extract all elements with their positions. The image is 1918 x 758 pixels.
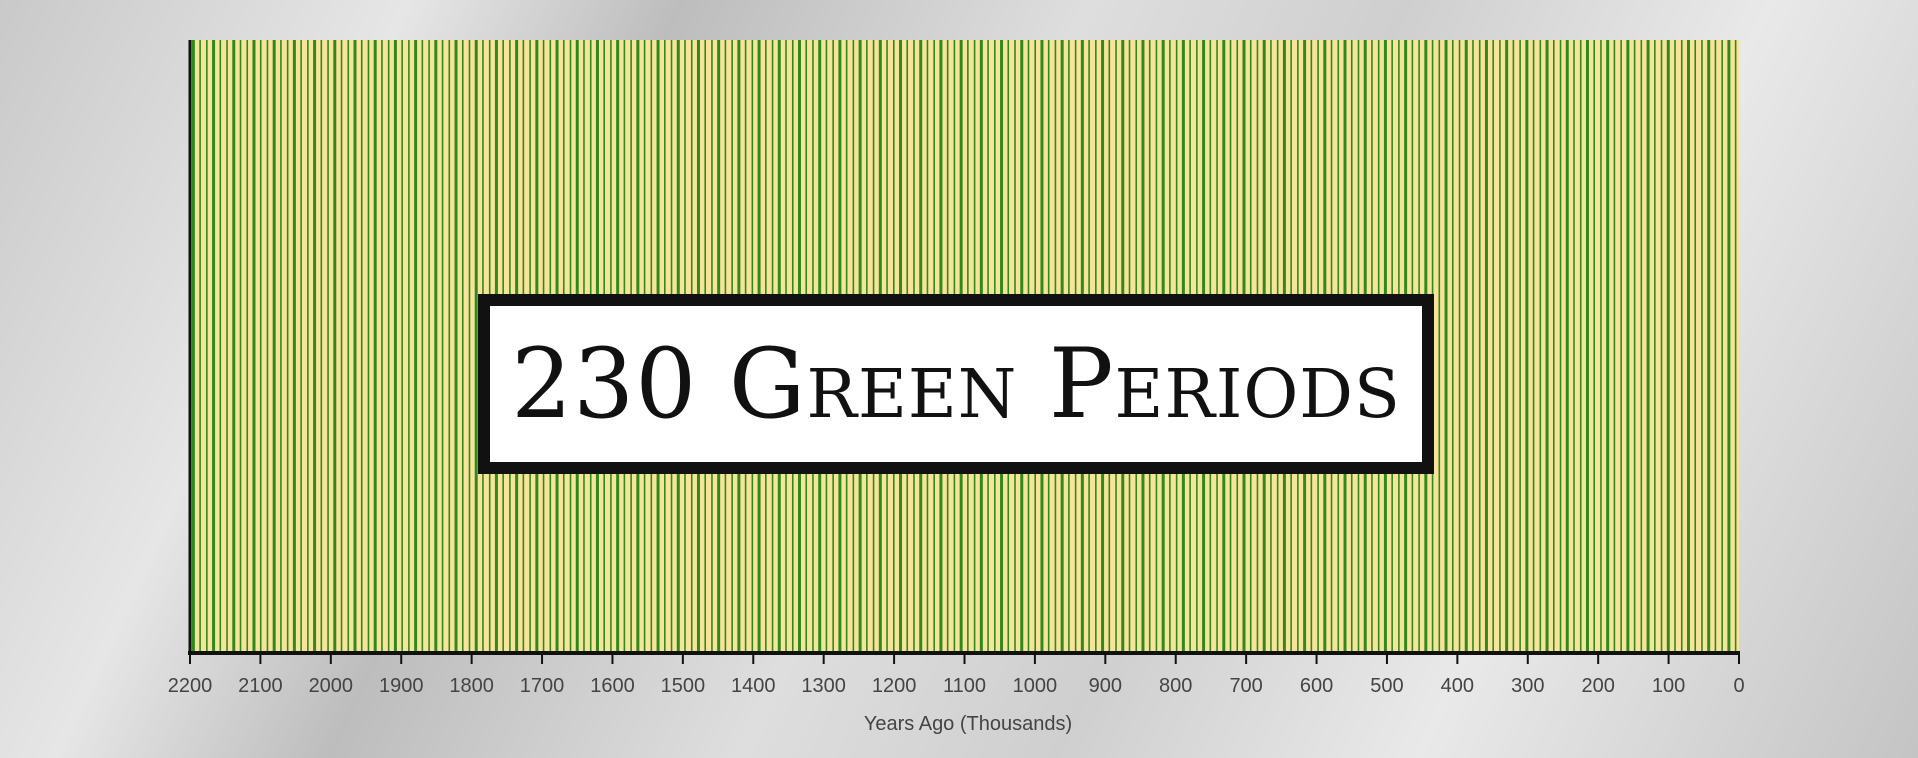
x-tick-label: 300 bbox=[1511, 675, 1544, 697]
title-box: 230 Green Periods bbox=[478, 294, 1434, 474]
x-tick-label: 500 bbox=[1370, 675, 1403, 697]
x-tick-label: 900 bbox=[1089, 675, 1122, 697]
x-tick-label: 1900 bbox=[379, 675, 424, 697]
x-axis-label: Years Ago (Thousands) bbox=[864, 713, 1072, 735]
x-tick-label: 0 bbox=[1733, 675, 1744, 697]
x-tick-label: 100 bbox=[1652, 675, 1685, 697]
x-tick-label: 1800 bbox=[449, 675, 494, 697]
x-tick-label: 1200 bbox=[872, 675, 917, 697]
x-tick-label: 800 bbox=[1159, 675, 1192, 697]
x-tick-label: 600 bbox=[1300, 675, 1333, 697]
x-tick-label: 1300 bbox=[801, 675, 846, 697]
x-tick-label: 700 bbox=[1229, 675, 1262, 697]
x-tick-label: 2200 bbox=[168, 675, 213, 697]
x-tick-label: 1700 bbox=[520, 675, 565, 697]
x-tick-label: 400 bbox=[1441, 675, 1474, 697]
x-tick-label: 1400 bbox=[731, 675, 776, 697]
chart-title: 230 Green Periods bbox=[511, 328, 1401, 440]
x-tick-label: 2000 bbox=[309, 675, 354, 697]
x-tick-label: 1000 bbox=[1013, 675, 1058, 697]
x-tick-label: 2100 bbox=[238, 675, 283, 697]
x-axis-ticks: 2200 2100 2000 1900 1800 1700 1600 1500 1400 1300… bbox=[168, 653, 1745, 697]
x-tick-label: 200 bbox=[1581, 675, 1614, 697]
x-tick-label: 1500 bbox=[661, 675, 706, 697]
x-tick-label: 1100 bbox=[943, 675, 986, 697]
x-tick-label: 1600 bbox=[590, 675, 635, 697]
